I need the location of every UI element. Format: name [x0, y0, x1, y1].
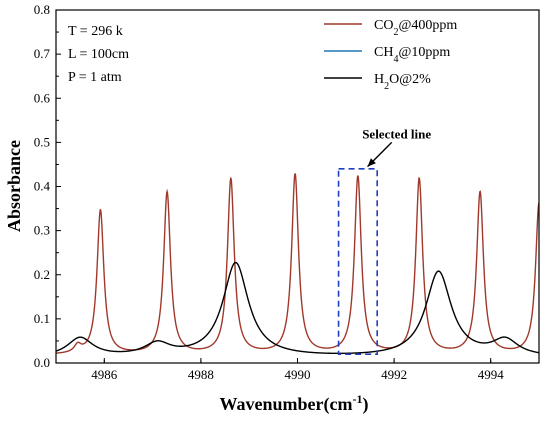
- y-tick-label: 0.6: [34, 90, 51, 105]
- condition-temperature: T = 296 k: [68, 24, 123, 39]
- condition-length: L = 100cm: [68, 47, 129, 62]
- selected-line-box: [337, 168, 378, 355]
- y-tick-label: 0.1: [34, 311, 50, 326]
- x-tick-label: 4994: [478, 367, 505, 382]
- x-tick-label: 4986: [91, 367, 118, 382]
- legend-label-co2: CO2@400ppm: [374, 18, 457, 38]
- selected-line-label: Selected line: [362, 126, 431, 141]
- y-tick-label: 0.5: [34, 134, 50, 149]
- condition-pressure: P = 1 atm: [68, 70, 122, 85]
- legend-label-h2o: H2O@2%: [374, 72, 431, 92]
- legend: CO2@400ppm CH4@10ppm H2O@2%: [324, 18, 457, 92]
- y-tick-label: 0.8: [34, 2, 50, 17]
- y-tick-label: 0.2: [34, 267, 50, 282]
- series-line-0: [56, 173, 539, 354]
- selected-line-annotation: [337, 141, 393, 355]
- plot-frame: [55, 9, 540, 364]
- x-tick-label: 4988: [188, 367, 214, 382]
- y-tick-label: 0.3: [34, 223, 50, 238]
- x-axis-title-superscript: -1: [352, 392, 362, 406]
- tick-labels: 4986 4988 4990 4992 4994 0.0 0.1 0.2 0.3 0.4 0.5 0.…: [34, 2, 504, 382]
- legend-label-ch4: CH4@10ppm: [374, 45, 450, 65]
- x-tick-label: 4992: [381, 367, 407, 382]
- x-axis-title-main: Wavenumber(cm: [220, 394, 353, 415]
- y-tick-label: 0.7: [34, 46, 51, 61]
- x-axis-title: Wavenumber(cm-1): [220, 392, 369, 415]
- selected-line-arrowhead: [367, 158, 376, 167]
- series-line-2: [56, 261, 539, 355]
- axes: [55, 9, 540, 364]
- conditions-box: T = 296 k L = 100cm P = 1 atm: [68, 24, 129, 85]
- y-tick-label: 0.0: [34, 355, 50, 370]
- x-axis-title-close: ): [362, 394, 368, 415]
- series-lines: [56, 173, 539, 355]
- y-axis-title: Absorbance: [4, 140, 24, 232]
- y-tick-label: 0.4: [34, 179, 51, 194]
- x-tick-label: 4990: [285, 367, 311, 382]
